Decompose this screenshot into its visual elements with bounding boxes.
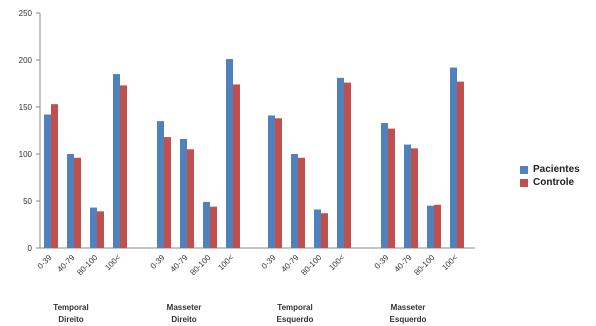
x-tick-label: 100< <box>327 253 346 272</box>
x-tick-label: 80-100 <box>412 253 436 277</box>
bars <box>44 59 464 249</box>
y-tick-label: 250 <box>19 9 33 18</box>
bar-pacientes <box>291 154 298 248</box>
group-label: Temporal <box>277 303 312 312</box>
group-sublabel: Direito <box>58 315 83 324</box>
bar-pacientes <box>337 77 344 248</box>
y-tick-label: 100 <box>19 150 33 159</box>
bar-controle <box>120 85 127 248</box>
y-tick-label: 50 <box>23 197 32 206</box>
x-tick-label: 0-39 <box>149 253 167 271</box>
bar-pacientes <box>381 122 388 248</box>
bar-pacientes <box>314 209 321 248</box>
legend-swatch-pacientes <box>520 165 528 174</box>
x-tick-label: 80-100 <box>188 253 212 277</box>
group-label: Masseter <box>391 303 426 312</box>
bar-pacientes <box>404 144 411 248</box>
x-tick-label: 40-79 <box>393 253 414 274</box>
bar-controle <box>434 204 441 248</box>
group-sublabel: Esquerdo <box>390 315 427 324</box>
x-tick-label: 100< <box>216 253 235 272</box>
x-tick-label: 40-79 <box>56 253 77 274</box>
bar-controle <box>210 206 217 248</box>
bar-controle <box>187 149 194 248</box>
bar-controle <box>74 157 81 248</box>
bar-pacientes <box>67 154 74 248</box>
x-tick-label: 100< <box>440 253 459 272</box>
y-axis: 0 50 100 150 200 250 <box>19 9 41 253</box>
bar-pacientes <box>268 115 275 249</box>
bar-controle <box>457 81 464 249</box>
bar-controle <box>275 118 282 248</box>
y-tick-label: 200 <box>19 56 33 65</box>
bar-pacientes <box>44 114 51 249</box>
legend-item-pacientes: Pacientes <box>520 163 580 176</box>
bar-controle <box>411 148 418 248</box>
x-tick-label: 80-100 <box>75 253 99 277</box>
x-tick-label: 40-79 <box>280 253 301 274</box>
bar-pacientes <box>90 207 97 248</box>
bar-controle <box>51 104 58 249</box>
bar-controle <box>344 82 351 248</box>
bar-pacientes <box>450 67 457 249</box>
legend-item-controle: Controle <box>520 176 580 189</box>
x-tick-label: 0-39 <box>260 253 278 271</box>
legend-label-pacientes: Pacientes <box>533 164 580 175</box>
bar-controle <box>298 157 305 248</box>
y-tick-label: 150 <box>19 103 33 112</box>
group-label: Temporal <box>53 303 88 312</box>
x-tick-label: 0-39 <box>373 253 391 271</box>
y-tick-label: 0 <box>28 244 33 253</box>
group-sublabel: Esquerdo <box>277 315 314 324</box>
bar-pacientes <box>180 138 187 248</box>
x-tick-label: 40-79 <box>169 253 190 274</box>
group-sublabel: Direito <box>171 315 196 324</box>
group-label: Masseter <box>167 303 202 312</box>
bar-pacientes <box>226 59 233 249</box>
bar-controle <box>164 137 171 248</box>
bar-pacientes <box>427 205 434 248</box>
legend: Pacientes Controle <box>520 163 580 189</box>
bar-controle <box>97 211 104 248</box>
bar-controle <box>233 84 240 248</box>
x-tick-label: 0-39 <box>36 253 54 271</box>
bar-controle <box>321 213 328 248</box>
legend-label-controle: Controle <box>533 177 575 188</box>
bar-pacientes <box>203 201 210 248</box>
x-tick-label: 100< <box>103 253 122 272</box>
bar-pacientes <box>157 121 164 248</box>
x-tick-label: 80-100 <box>299 253 323 277</box>
bar-controle <box>388 128 395 248</box>
bar-pacientes <box>113 74 120 248</box>
legend-swatch-controle <box>520 178 528 187</box>
